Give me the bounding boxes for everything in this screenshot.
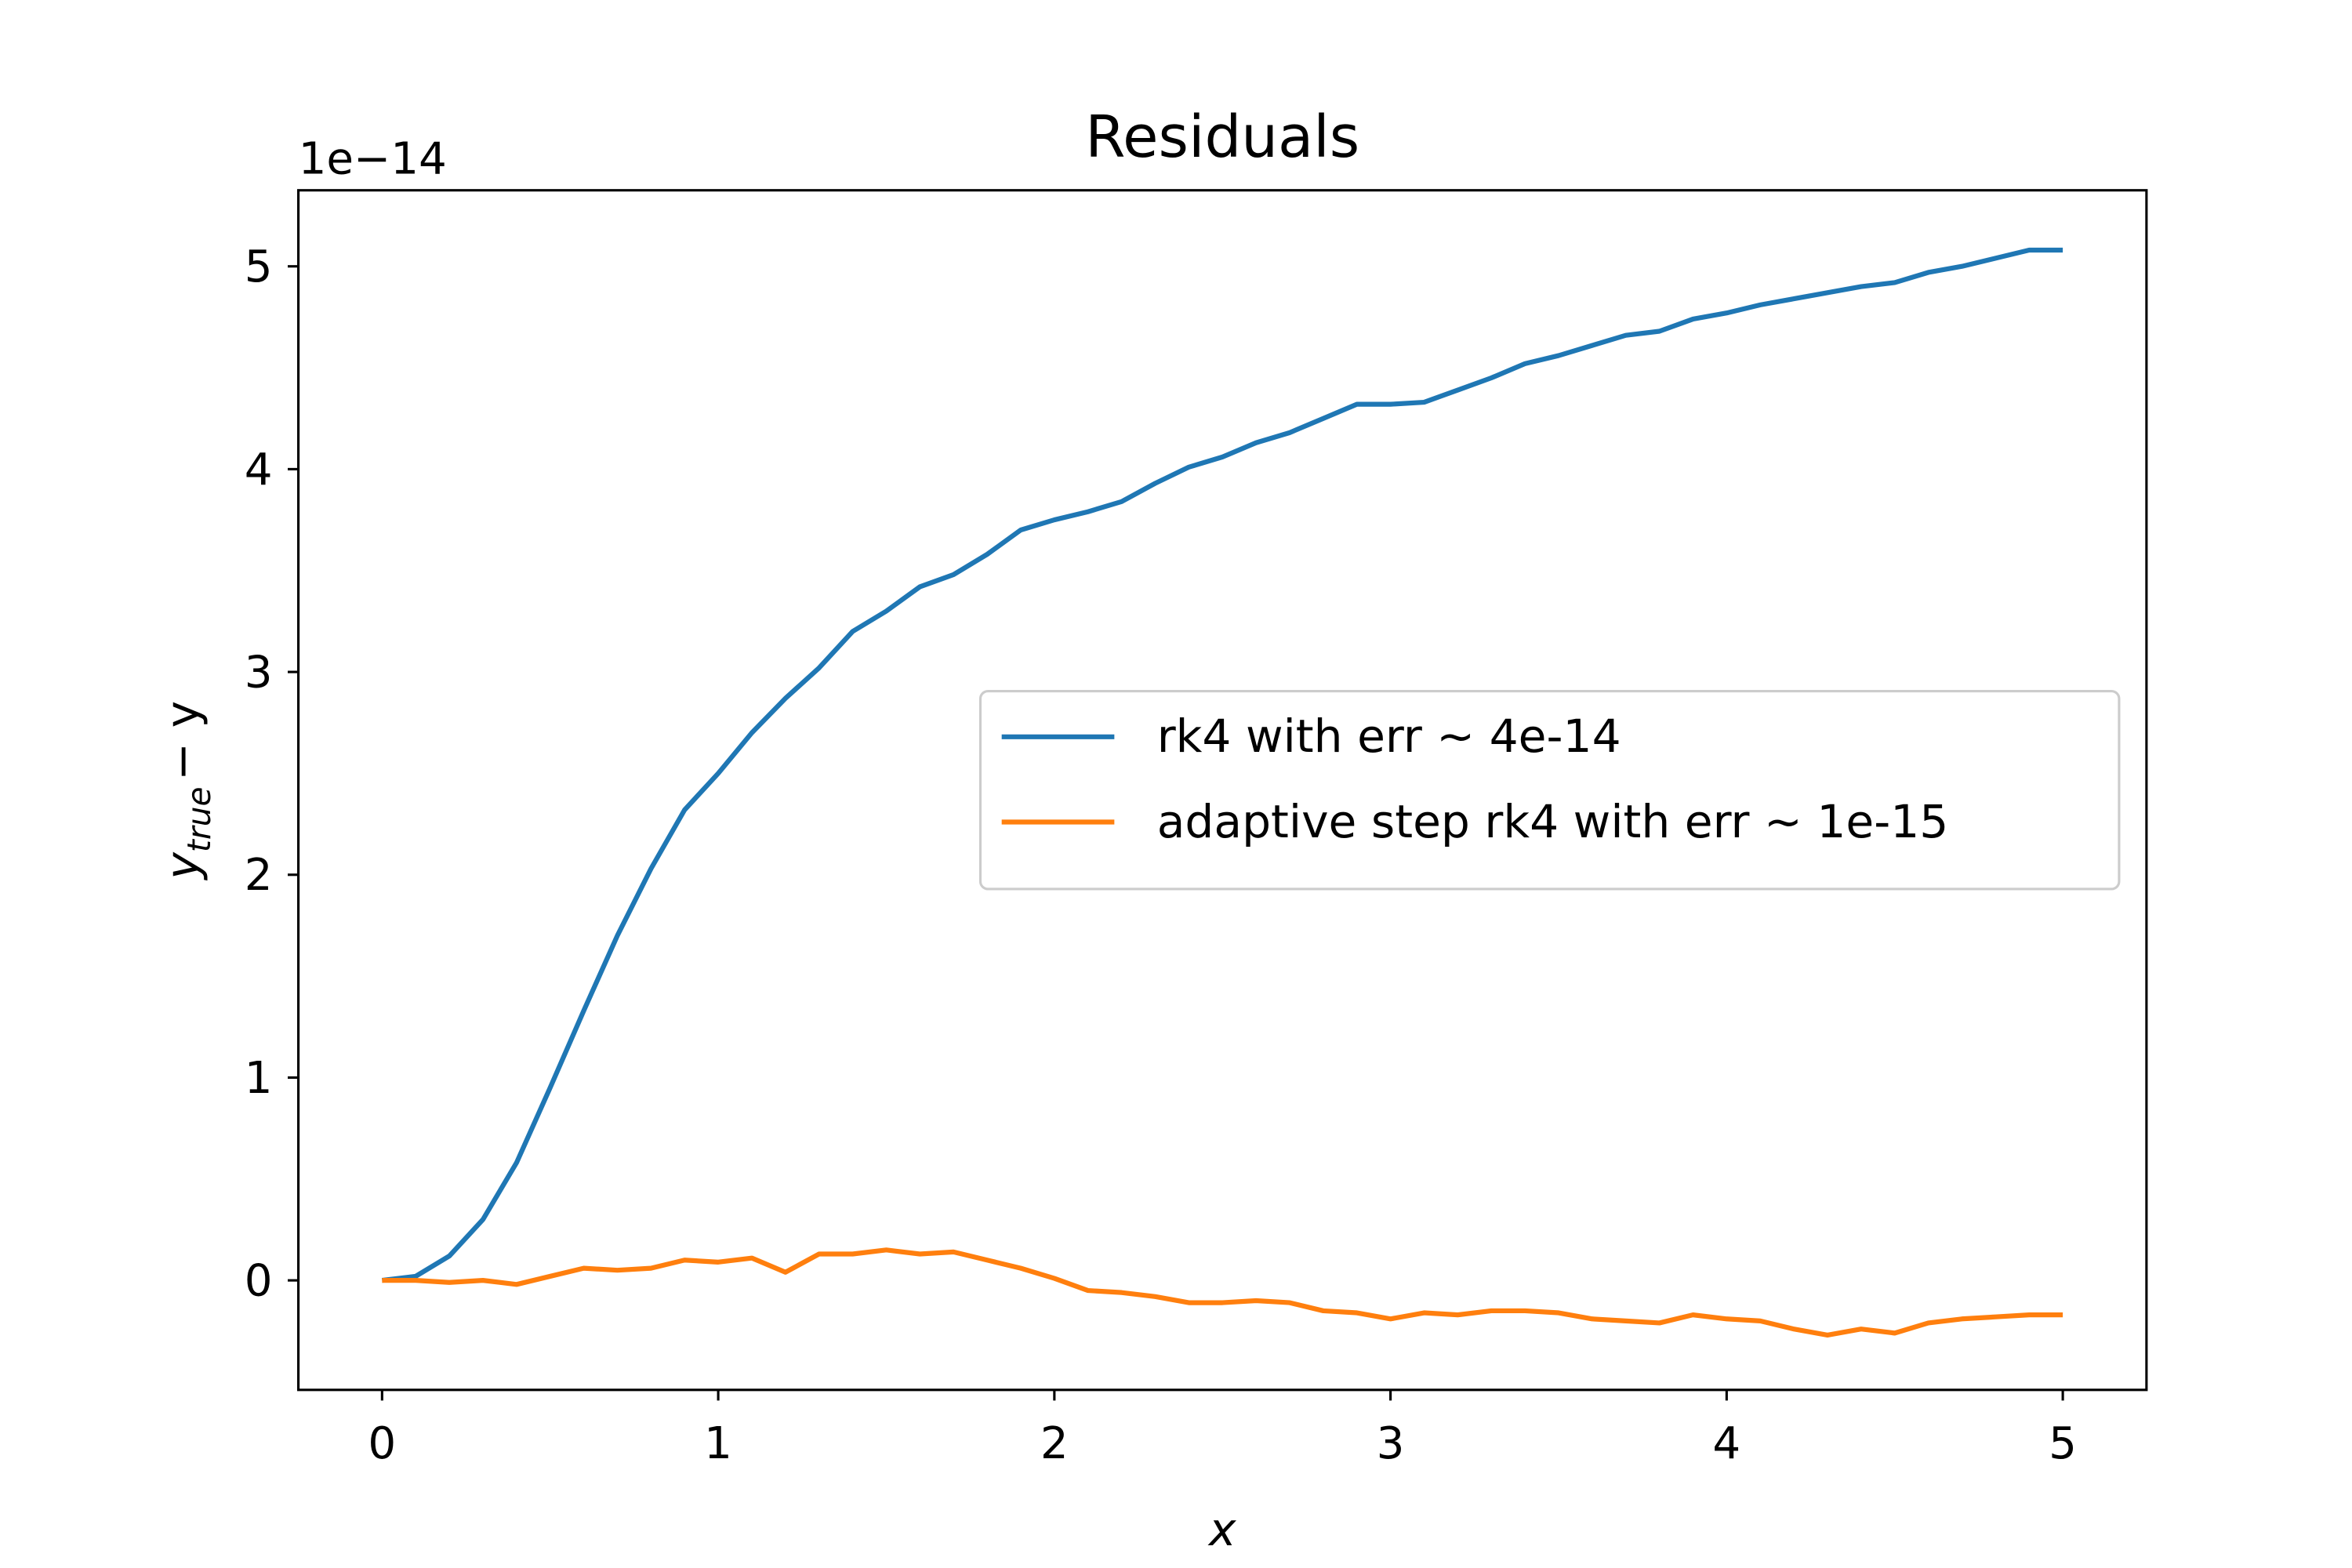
x-axis-label: x	[1207, 1503, 1236, 1556]
line-series	[381, 247, 2063, 1283]
y-label-tail: − y	[155, 701, 209, 781]
y-tick-label: 2	[245, 850, 273, 901]
plot-frame	[297, 189, 2148, 1392]
legend: rk4 with err ∼ 4e-14 adaptive step rk4 wi…	[978, 690, 2121, 891]
x-tick-label: 0	[368, 1418, 396, 1469]
y-axis-label: ytrue − y	[155, 701, 218, 881]
line-series	[382, 1247, 2063, 1338]
x-tick-label: 1	[704, 1418, 732, 1469]
x-tick-label: 3	[1377, 1418, 1405, 1469]
y-tick-label: 1	[245, 1053, 273, 1104]
legend-frame	[978, 690, 2121, 891]
x-tick-label: 4	[1712, 1418, 1740, 1469]
y-label-sub: true	[180, 786, 218, 852]
y-tick-label: 0	[245, 1256, 273, 1307]
y-tick-label: 3	[245, 648, 273, 699]
legend-label: rk4 with err ∼ 4e-14	[1157, 710, 1621, 763]
y-tick-label: 4	[245, 445, 273, 495]
x-tick-label: 2	[1040, 1418, 1069, 1469]
legend-label: adaptive step rk4 with err ∼ 1e-15	[1157, 795, 1949, 848]
x-tick-label: 5	[2049, 1418, 2077, 1469]
y-label-main: y	[155, 851, 209, 881]
chart-title: Residuals	[1085, 104, 1359, 171]
y-offset: 1e−14	[299, 133, 447, 184]
y-tick-label: 5	[245, 241, 273, 292]
